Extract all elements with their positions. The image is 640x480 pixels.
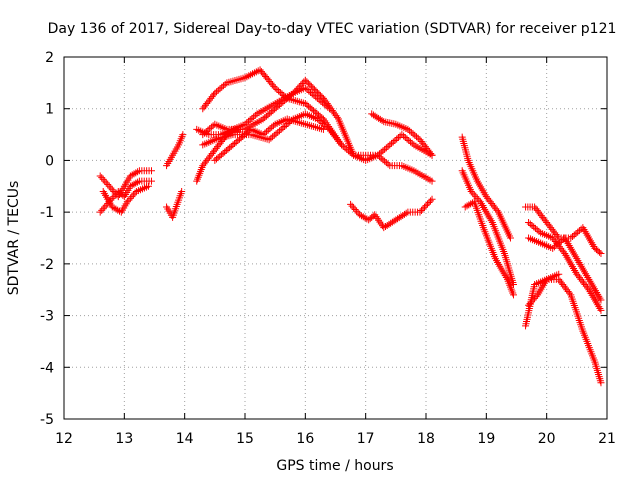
series-s13 — [347, 195, 436, 232]
series-s4 — [163, 131, 187, 170]
y-tick-label: -4 — [40, 360, 54, 376]
data-point-markers — [211, 115, 327, 164]
x-tick-labels: 12 13 14 15 16 17 18 19 20 21 — [55, 431, 616, 447]
y-tick-label: -2 — [40, 257, 54, 273]
y-tick-label: -5 — [40, 412, 54, 428]
data-point-markers — [522, 203, 605, 258]
y-tick-labels: -5 -4 -3 -2 -1 0 1 2 — [40, 50, 54, 428]
x-tick-label: 18 — [417, 431, 435, 447]
data-point-markers — [525, 218, 605, 314]
y-tick-label: 0 — [45, 153, 54, 169]
y-axis-label: SDTVAR / TECUs — [6, 181, 22, 296]
data-point-markers — [368, 110, 436, 159]
series-s17 — [522, 203, 605, 258]
data-point-markers — [347, 195, 436, 232]
data-point-markers — [163, 187, 186, 221]
x-tick-label: 19 — [477, 431, 495, 447]
series-s9 — [193, 84, 333, 139]
series-s14 — [458, 133, 514, 242]
x-tick-label: 21 — [598, 431, 616, 447]
series-s15 — [458, 167, 517, 289]
y-tick-label: 2 — [45, 50, 54, 66]
x-tick-label: 15 — [236, 431, 254, 447]
y-tick-label: -1 — [40, 205, 54, 221]
data-point-markers — [96, 177, 155, 216]
y-tick-label: 1 — [45, 102, 54, 118]
data-point-markers — [99, 182, 152, 216]
x-tick-label: 16 — [296, 431, 314, 447]
series-s11 — [211, 115, 327, 164]
x-tick-label: 13 — [115, 431, 133, 447]
x-tick-label: 20 — [538, 431, 556, 447]
data-point-markers — [525, 270, 563, 309]
x-tick-label: 14 — [176, 431, 194, 447]
plot-frame — [63, 56, 608, 420]
series-s2 — [96, 177, 155, 216]
data-point-markers — [458, 133, 514, 242]
data-point-markers — [461, 198, 517, 299]
data-point-markers — [458, 167, 517, 289]
data-point-markers — [199, 110, 346, 149]
series-s10 — [199, 110, 346, 149]
series-s21 — [525, 270, 563, 309]
data-point-markers — [193, 84, 333, 139]
series-s12 — [368, 110, 436, 159]
series-s16 — [461, 198, 517, 299]
x-tick-label: 12 — [55, 431, 73, 447]
series-s5 — [163, 187, 186, 221]
x-tick-label: 17 — [357, 431, 375, 447]
axis-ticks — [63, 56, 608, 420]
data-point-markers — [525, 234, 605, 304]
data-points — [96, 66, 605, 387]
series-s3 — [99, 182, 152, 216]
chart-title: Day 136 of 2017, Sidereal Day-to-day VTE… — [48, 21, 617, 37]
series-s19 — [525, 218, 605, 314]
data-point-markers — [163, 131, 187, 170]
series-s18 — [525, 234, 605, 304]
x-axis-label: GPS time / hours — [276, 458, 393, 474]
y-tick-label: -3 — [40, 309, 54, 325]
